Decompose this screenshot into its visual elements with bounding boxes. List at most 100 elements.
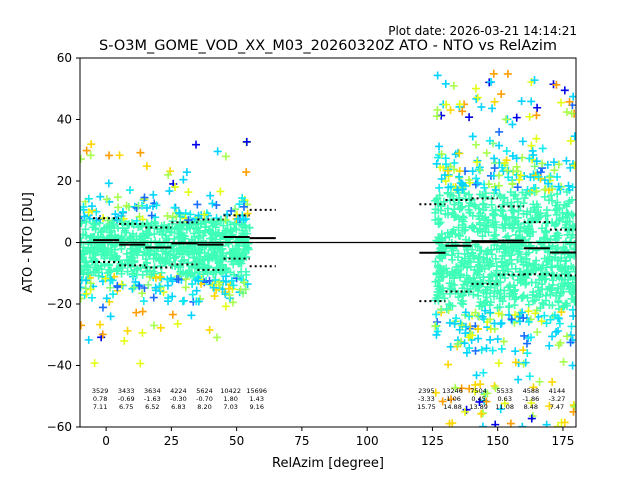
scatter-point [471, 346, 480, 355]
scatter-point [83, 246, 92, 255]
scatter-point [225, 291, 234, 300]
scatter-point [502, 147, 511, 156]
scatter-point [117, 280, 126, 289]
bin-mean-label: -3.33 [418, 395, 435, 403]
scatter-point [457, 299, 466, 308]
scatter-point [156, 323, 165, 332]
scatter-point [149, 190, 158, 199]
scatter-point [492, 245, 501, 254]
scatter-point [238, 194, 247, 203]
scatter-point [208, 199, 217, 208]
scatter-point [194, 211, 203, 220]
scatter-point [547, 191, 556, 200]
scatter-point [471, 308, 480, 317]
scatter-point [144, 280, 153, 289]
scatter-point [470, 200, 479, 209]
scatter-point [496, 278, 505, 287]
scatter-point [241, 221, 250, 230]
scatter-point [539, 300, 548, 309]
scatter-point [123, 267, 132, 276]
scatter-point [563, 209, 572, 218]
scatter-point [455, 231, 464, 240]
bin-count-label: 2395 [418, 387, 435, 395]
scatter-point [433, 194, 442, 203]
scatter-point [98, 330, 107, 339]
scatter-point [168, 292, 177, 301]
scatter-point [110, 221, 119, 230]
scatter-point [560, 250, 569, 259]
scatter-point [240, 237, 249, 246]
scatter-point [457, 258, 466, 267]
scatter-point [117, 218, 126, 227]
scatter-point [194, 276, 203, 285]
scatter-point [498, 211, 507, 220]
scatter-point [511, 190, 520, 199]
y-tick-label: 40 [57, 113, 72, 127]
scatter-point [501, 223, 510, 232]
scatter-point [477, 103, 486, 112]
scatter-point [443, 269, 452, 278]
bin-count-label: 10422 [220, 387, 241, 395]
scatter-point [198, 255, 207, 264]
chart-title: S-O3M_GOME_VOD_XX_M03_20260320Z ATO - NT… [99, 38, 557, 54]
scatter-point [219, 221, 228, 230]
scatter-point [518, 308, 527, 317]
scatter-point [476, 298, 485, 307]
bin-count-label: 4588 [523, 387, 540, 395]
scatter-point [495, 141, 504, 150]
scatter-point [568, 222, 576, 231]
scatter-point [150, 321, 159, 330]
scatter-point [557, 308, 566, 317]
scatter-point [541, 268, 550, 277]
scatter-point [168, 310, 177, 319]
scatter-point [192, 286, 201, 295]
scatter-point [110, 245, 119, 254]
scatter-point [513, 183, 522, 192]
scatter-point [554, 160, 563, 169]
scatter-point [449, 81, 458, 90]
scatter-point [140, 193, 149, 202]
scatter-point [490, 319, 499, 328]
scatter-point [133, 265, 142, 274]
scatter-point [504, 303, 513, 312]
bin-count-label: 5624 [196, 387, 213, 395]
scatter-point [562, 187, 571, 196]
scatter-point [233, 214, 242, 223]
scatter-point [84, 335, 93, 344]
scatter-point [459, 291, 468, 300]
scatter-point [433, 105, 442, 114]
bin-mean-label: -1.63 [144, 395, 161, 403]
scatter-point [559, 357, 568, 366]
scatter-point [461, 254, 470, 263]
scatter-point [482, 289, 491, 298]
scatter-point [444, 166, 453, 175]
scatter-point [163, 211, 172, 220]
scatter-point [179, 220, 188, 229]
scatter-point [493, 335, 502, 344]
scatter-point [210, 292, 219, 301]
scatter-point [204, 255, 213, 264]
scatter-point [512, 162, 521, 171]
scatter-point [479, 368, 488, 377]
scatter-point [532, 187, 541, 196]
scatter-point [480, 264, 489, 273]
scatter-point [469, 290, 478, 299]
scatter-point [513, 167, 522, 176]
scatter-point [207, 217, 216, 226]
scatter-point [151, 237, 160, 246]
scatter-point [437, 267, 446, 276]
scatter-point [528, 227, 537, 236]
scatter-point [482, 344, 491, 353]
scatter-point [115, 151, 124, 160]
scatter-point [554, 216, 563, 225]
scatter-point [553, 229, 562, 238]
scatter-point [471, 140, 480, 149]
scatter-point [490, 281, 499, 290]
scatter-point [240, 278, 249, 287]
scatter-point [556, 284, 565, 293]
scatter-point [458, 321, 467, 330]
scatter-point [554, 326, 563, 335]
scatter-point [80, 321, 85, 330]
scatter-point [530, 162, 539, 171]
scatter-point [243, 244, 252, 253]
